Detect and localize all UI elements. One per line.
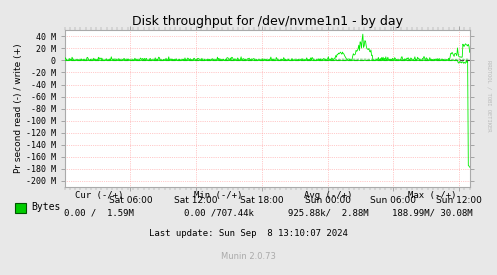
Text: Cur (-/+): Cur (-/+) xyxy=(75,191,124,200)
Text: Last update: Sun Sep  8 13:10:07 2024: Last update: Sun Sep 8 13:10:07 2024 xyxy=(149,229,348,238)
Text: 188.99M/ 30.08M: 188.99M/ 30.08M xyxy=(392,209,473,218)
Text: 0.00 /707.44k: 0.00 /707.44k xyxy=(184,209,253,218)
Text: Avg (-/+): Avg (-/+) xyxy=(304,191,352,200)
Text: 0.00 /  1.59M: 0.00 / 1.59M xyxy=(65,209,134,218)
Text: Min (-/+): Min (-/+) xyxy=(194,191,243,200)
Text: 925.88k/  2.88M: 925.88k/ 2.88M xyxy=(288,209,368,218)
FancyBboxPatch shape xyxy=(15,203,26,213)
Text: Bytes: Bytes xyxy=(31,202,60,211)
Y-axis label: Pr second read (-) / write (+): Pr second read (-) / write (+) xyxy=(14,44,23,174)
Text: Munin 2.0.73: Munin 2.0.73 xyxy=(221,252,276,261)
Text: Max (-/+): Max (-/+) xyxy=(408,191,457,200)
Text: RRDTOOL / TOBI OETIKER: RRDTOOL / TOBI OETIKER xyxy=(486,60,491,132)
Title: Disk throughput for /dev/nvme1n1 - by day: Disk throughput for /dev/nvme1n1 - by da… xyxy=(132,15,403,28)
